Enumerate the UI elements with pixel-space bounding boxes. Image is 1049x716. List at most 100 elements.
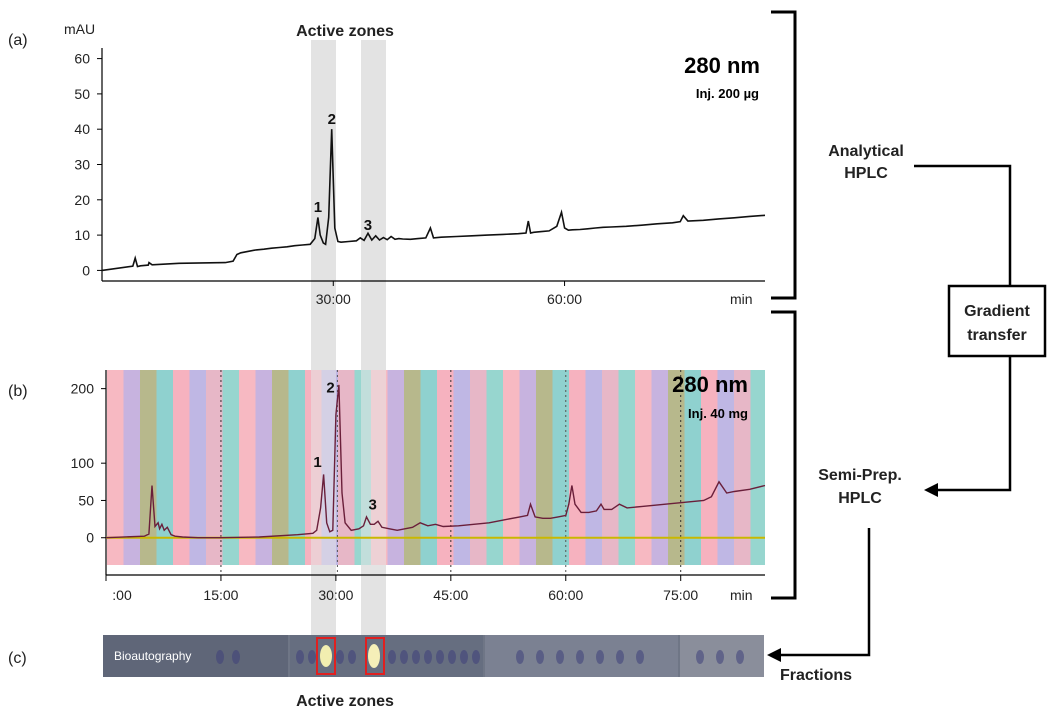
chart-b-series-line: [105, 384, 766, 539]
chart-a-y-tick-label: 40: [74, 121, 90, 137]
flow-analytical-line2: HPLC: [844, 165, 888, 182]
flow-semiprep-line1: Semi-Prep.: [818, 467, 902, 484]
fraction-band: [536, 370, 553, 565]
chart-a-x-tick-label: 60:00: [547, 291, 582, 307]
bioautography-spot: [216, 650, 224, 664]
chart-a-y-tick-label: 10: [74, 227, 90, 243]
chart-b-wavelength: 280 nm: [672, 372, 748, 397]
fraction-band: [635, 370, 652, 565]
active-zone-box-1: [316, 637, 336, 675]
fraction-band: [404, 370, 421, 565]
chart-a-y-tick-label: 30: [74, 157, 90, 173]
fraction-band: [701, 370, 718, 565]
fraction-band: [668, 370, 685, 565]
bioautography-label: Bioautography: [114, 649, 191, 663]
bioautography-spot: [536, 650, 544, 664]
chart-b-y-tick-label: 0: [86, 530, 94, 546]
bioautography-spot: [308, 650, 316, 664]
bioautography-spot: [336, 650, 344, 664]
fraction-band: [569, 370, 586, 565]
chart-b-peak-label: 1: [313, 454, 321, 471]
fraction-band: [206, 370, 223, 565]
chart-a-x-tick-label: 30:00: [316, 291, 351, 307]
chart-b-injection: Inj. 40 mg: [688, 406, 748, 421]
bioautography-spot: [696, 650, 704, 664]
fraction-band: [255, 370, 272, 565]
bioautography-spot: [436, 650, 444, 664]
chart-b-peak-label: 3: [368, 496, 376, 513]
bioautography-spot: [460, 650, 468, 664]
chart-a-y-axis-label: mAU: [64, 21, 95, 37]
bioautography-spot: [448, 650, 456, 664]
chart-b-x-tick-label: 45:00: [433, 587, 468, 603]
fraction-band: [734, 370, 751, 565]
fraction-band: [272, 370, 289, 565]
chart-a-series-line: [101, 129, 766, 272]
flow-arrow-to-fractions: [780, 528, 871, 657]
active-zone-box-2: [365, 637, 385, 675]
fraction-band: [750, 370, 765, 565]
fraction-band: [420, 370, 437, 565]
flow-arrow-to-gradient: [914, 164, 1012, 286]
fraction-band: [618, 370, 635, 565]
fraction-band: [156, 370, 173, 565]
active-zone-overlay-1: [311, 370, 336, 570]
flow-analytical-line1: Analytical: [828, 143, 904, 160]
chart-a-peak-label: 2: [328, 111, 336, 128]
chart-a-y-tick-label: 0: [82, 262, 90, 278]
chart-b-x-axis-label: min: [730, 587, 753, 603]
fraction-band: [717, 370, 734, 565]
chart-a-y-tick-label: 50: [74, 86, 90, 102]
fraction-band: [288, 370, 305, 565]
fraction-band: [453, 370, 470, 565]
chart-a-y-tick-label: 20: [74, 192, 90, 208]
gradient-transfer-line1: Gradient: [964, 303, 1030, 320]
gradient-transfer-box: [947, 284, 1047, 358]
bioautography-spot: [576, 650, 584, 664]
bioautography-segment-1: [103, 635, 288, 677]
bioautography-spot: [400, 650, 408, 664]
bioautography-strip: Bioautography: [103, 635, 764, 677]
chart-b-y-tick-label: 100: [71, 455, 95, 471]
bioautography-spot: [424, 650, 432, 664]
fraction-band: [107, 370, 124, 565]
arrowhead-fractions: [767, 648, 781, 662]
panel-label-c: (c): [8, 650, 27, 667]
chart-a-peak-label: 3: [364, 217, 372, 234]
bioautography-spot: [596, 650, 604, 664]
fraction-band: [519, 370, 536, 565]
chart-a-wavelength: 280 nm: [684, 53, 760, 78]
fraction-band: [387, 370, 404, 565]
fraction-color-bands: [107, 370, 765, 565]
flow-fractions-label: Fractions: [780, 667, 852, 684]
fraction-band: [585, 370, 602, 565]
chart-b-x-tick-label: 15:00: [203, 587, 238, 603]
flow-arrow-to-semiprep: [936, 356, 1012, 492]
fraction-band: [684, 370, 701, 565]
panel-label-b: (b): [8, 383, 28, 400]
fraction-band: [189, 370, 206, 565]
bioautography-spot: [616, 650, 624, 664]
active-zones-title-bottom: Active zones: [296, 693, 394, 710]
bioautography-spot: [636, 650, 644, 664]
fraction-band: [338, 370, 355, 565]
bioautography-spot: [556, 650, 564, 664]
bioautography-spot: [348, 650, 356, 664]
panel-label-a: (a): [8, 32, 28, 49]
fraction-band: [239, 370, 256, 565]
active-spot-2: [368, 644, 380, 668]
chart-b-peak-label: 2: [326, 379, 334, 396]
chart-b-y-tick-label: 50: [78, 492, 94, 508]
fraction-band: [651, 370, 668, 565]
bioautography-spot: [516, 650, 524, 664]
fraction-band: [602, 370, 619, 565]
bioautography-spot: [472, 650, 480, 664]
fraction-band: [173, 370, 190, 565]
bioautography-spot: [716, 650, 724, 664]
bracket-semiprep: [771, 310, 797, 600]
chart-b-x-tick-label: 75:00: [663, 587, 698, 603]
chart-a-x-axis-label: min: [730, 291, 753, 307]
bracket-analytical: [771, 10, 797, 300]
bioautography-spot: [736, 650, 744, 664]
